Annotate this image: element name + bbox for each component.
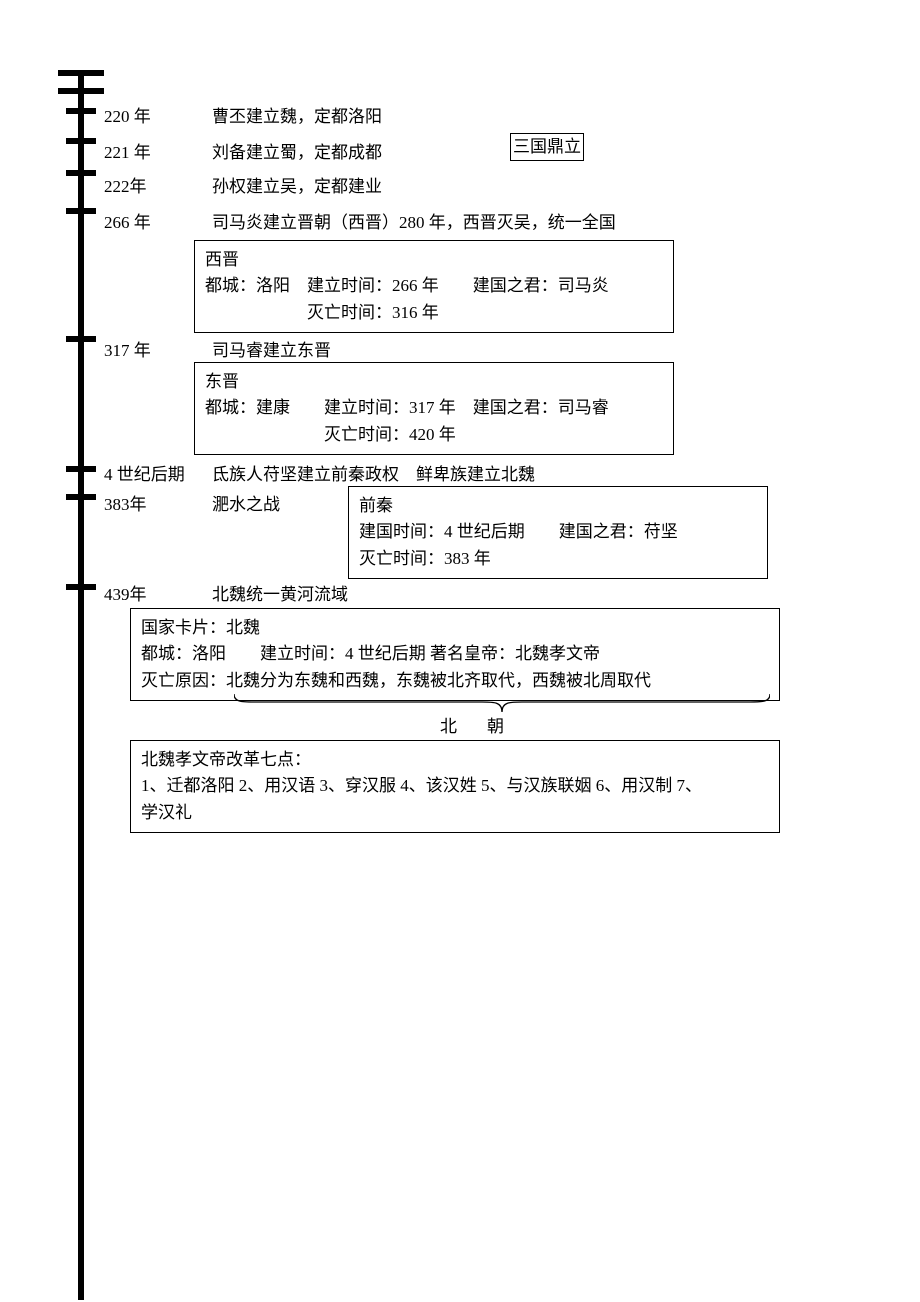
entry-year: 4 世纪后期 xyxy=(104,460,212,485)
entry-desc: 刘备建立蜀，定都成都 xyxy=(212,138,382,163)
timeline-entry: 4 世纪后期氐族人苻坚建立前秦政权 鲜卑族建立北魏 xyxy=(104,460,535,485)
box-qianqin-line: 前秦 xyxy=(359,493,757,519)
entry-desc: 曹丕建立魏，定都洛阳 xyxy=(212,102,382,127)
timeline-entry: 220 年曹丕建立魏，定都洛阳 xyxy=(104,102,382,127)
entry-year: 317 年 xyxy=(104,336,212,361)
box-beiwei-line: 灭亡原因：北魏分为东魏和西魏，东魏被北齐取代，西魏被北周取代 xyxy=(141,668,769,694)
box-qianqin-line: 灭亡时间：383 年 xyxy=(359,546,757,572)
entry-year: 266 年 xyxy=(104,208,212,233)
entry-year: 220 年 xyxy=(104,102,212,127)
timeline-entry: 266 年司马炎建立晋朝（西晋）280 年，西晋灭吴，统一全国 xyxy=(104,208,616,233)
box-dongjin-line: 都城：建康 建立时间：317 年 建国之君：司马睿 xyxy=(205,395,663,421)
box-xijin-line: 灭亡时间：316 年 xyxy=(205,300,663,326)
timeline-entry: 383年淝水之战 xyxy=(104,490,280,515)
timeline-entry: 317 年司马睿建立东晋 xyxy=(104,336,331,361)
box-reform-line: 学汉礼 xyxy=(141,800,769,826)
box-xijin-line: 西晋 xyxy=(205,247,663,273)
entry-desc: 司马炎建立晋朝（西晋）280 年，西晋灭吴，统一全国 xyxy=(212,208,616,233)
brace-icon xyxy=(234,692,770,714)
timeline-tick xyxy=(66,170,96,176)
entry-year: 439年 xyxy=(104,580,212,605)
timeline-entry: 221 年刘备建立蜀，定都成都 xyxy=(104,138,382,163)
box-beiwei: 国家卡片：北魏 都城：洛阳 建立时间：4 世纪后期 著名皇帝：北魏孝文帝 灭亡原… xyxy=(130,608,780,701)
box-qianqin: 前秦 建国时间：4 世纪后期 建国之君：苻坚 灭亡时间：383 年 xyxy=(348,486,768,579)
entry-year: 222年 xyxy=(104,172,212,197)
timeline-tick xyxy=(66,466,96,472)
entry-desc: 司马睿建立东晋 xyxy=(212,336,331,361)
box-xijin: 西晋 都城：洛阳 建立时间：266 年 建国之君：司马炎 灭亡时间：316 年 xyxy=(194,240,674,333)
timeline-tick xyxy=(66,494,96,500)
box-reform: 北魏孝文帝改革七点： 1、迁都洛阳 2、用汉语 3、穿汉服 4、该汉姓 5、与汉… xyxy=(130,740,780,833)
box-beiwei-line: 国家卡片：北魏 xyxy=(141,615,769,641)
box-reform-line: 1、迁都洛阳 2、用汉语 3、穿汉服 4、该汉姓 5、与汉族联姻 6、用汉制 7… xyxy=(141,773,769,799)
box-xijin-line: 都城：洛阳 建立时间：266 年 建国之君：司马炎 xyxy=(205,273,663,299)
box-reform-line: 北魏孝文帝改革七点： xyxy=(141,747,769,773)
label-box-sanguo: 三国鼎立 xyxy=(510,133,584,161)
box-dongjin: 东晋 都城：建康 建立时间：317 年 建国之君：司马睿 灭亡时间：420 年 xyxy=(194,362,674,455)
entry-desc: 氐族人苻坚建立前秦政权 鲜卑族建立北魏 xyxy=(212,460,535,485)
timeline-axis xyxy=(78,70,84,1300)
box-dongjin-line: 灭亡时间：420 年 xyxy=(205,422,663,448)
entry-year: 221 年 xyxy=(104,138,212,163)
box-qianqin-line: 建国时间：4 世纪后期 建国之君：苻坚 xyxy=(359,519,757,545)
entry-year: 383年 xyxy=(104,490,212,515)
label-sanguo-text: 三国鼎立 xyxy=(513,137,581,156)
entry-desc: 孙权建立吴，定都建业 xyxy=(212,172,382,197)
box-beiwei-line: 都城：洛阳 建立时间：4 世纪后期 著名皇帝：北魏孝文帝 xyxy=(141,641,769,667)
box-dongjin-line: 东晋 xyxy=(205,369,663,395)
timeline-tick xyxy=(58,88,104,94)
timeline-tick xyxy=(66,336,96,342)
timeline-entry: 439年北魏统一黄河流域 xyxy=(104,580,348,605)
timeline-tick xyxy=(66,208,96,214)
entry-desc: 北魏统一黄河流域 xyxy=(212,580,348,605)
timeline-tick xyxy=(66,138,96,144)
beichao-text: 北朝 xyxy=(440,717,534,736)
timeline-tick xyxy=(66,108,96,114)
timeline-tick xyxy=(66,584,96,590)
entry-desc: 淝水之战 xyxy=(212,490,280,515)
beichao-label: 北朝 xyxy=(440,712,534,737)
timeline-entry: 222年孙权建立吴，定都建业 xyxy=(104,172,382,197)
timeline-tick xyxy=(58,70,104,76)
